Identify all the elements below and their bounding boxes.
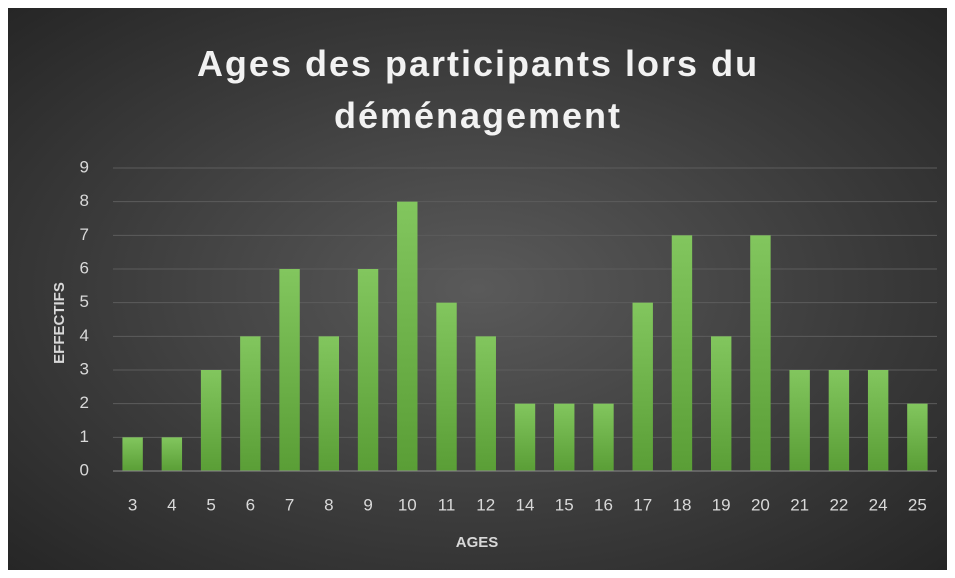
x-tick-label: 7 (285, 495, 294, 514)
x-tick-label: 18 (672, 495, 691, 514)
y-tick-label: 3 (80, 359, 89, 378)
x-tick-label: 10 (398, 495, 417, 514)
bar (554, 403, 575, 471)
x-tick-label: 9 (363, 495, 372, 514)
x-tick-label: 20 (751, 495, 770, 514)
x-tick-label: 6 (246, 495, 255, 514)
bar (357, 269, 379, 471)
x-tick-label: 4 (167, 495, 176, 514)
bar (279, 269, 300, 471)
bar (240, 336, 261, 471)
x-tick-label: 8 (324, 495, 333, 514)
bar (632, 302, 653, 471)
bar (122, 437, 143, 471)
y-tick-label: 5 (80, 292, 89, 311)
x-tick-label: 17 (633, 495, 652, 514)
x-tick-label: 3 (128, 495, 137, 514)
y-tick-label: 2 (80, 393, 89, 412)
x-tick-label: 19 (712, 495, 731, 514)
x-axis-label: AGES (456, 534, 499, 551)
chart-area: Ages des participants lors du déménageme… (8, 8, 947, 570)
y-tick-label: 4 (80, 326, 89, 345)
bar (671, 235, 693, 471)
bar (475, 336, 496, 471)
bar (161, 437, 183, 471)
x-tick-label: 14 (516, 495, 535, 514)
x-tick-label: 24 (869, 495, 888, 514)
bar (200, 370, 222, 471)
bar (750, 235, 771, 471)
y-tick-label: 7 (80, 225, 89, 244)
y-axis-label: EFFECTIFS (51, 282, 68, 364)
y-tick-label: 8 (80, 191, 89, 210)
bar (867, 370, 889, 471)
x-tick-label: 11 (438, 495, 456, 514)
x-tick-label: 15 (555, 495, 574, 514)
bar (789, 370, 810, 471)
x-tick-label: 16 (594, 495, 613, 514)
bar (318, 336, 340, 471)
x-tick-label: 22 (829, 495, 848, 514)
x-tick-label: 25 (908, 495, 927, 514)
y-tick-label: 0 (80, 460, 89, 479)
bar (514, 403, 536, 471)
y-tick-label: 6 (80, 258, 89, 277)
bar (436, 302, 457, 471)
bar (710, 336, 732, 471)
chart-title: Ages des participants lors du déménageme… (196, 43, 760, 136)
bar (397, 201, 418, 471)
bar (907, 403, 928, 471)
x-tick-label: 5 (206, 495, 215, 514)
x-tick-label: 12 (476, 495, 495, 514)
y-tick-label: 9 (80, 157, 89, 176)
x-tick-label: 21 (790, 495, 809, 514)
bar (593, 403, 614, 471)
y-tick-label: 1 (80, 427, 89, 446)
bar (828, 370, 850, 471)
